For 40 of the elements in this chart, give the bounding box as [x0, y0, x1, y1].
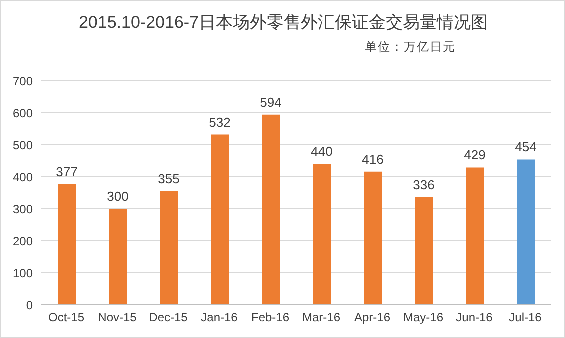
data-label: 377 [56, 164, 78, 180]
bar [364, 172, 382, 305]
bar [58, 184, 76, 305]
data-label: 532 [209, 114, 231, 130]
x-tick-label: Jun-16 [456, 310, 494, 325]
bar [517, 160, 535, 305]
x-tick-label: Apr-16 [354, 310, 391, 325]
x-tick-label: May-16 [403, 310, 444, 325]
data-label: 454 [515, 140, 537, 155]
data-label: 300 [107, 189, 129, 204]
bar [466, 168, 484, 305]
bar [262, 114, 280, 305]
x-tick-label: Dec-15 [149, 310, 188, 325]
data-label: 440 [311, 144, 333, 160]
chart-title: 2015.10-2016-7日本场外零售外汇保证金交易量情况图 [78, 12, 490, 34]
x-tick-label: Mar-16 [302, 310, 341, 325]
data-label: 594 [260, 94, 282, 110]
x-tick-label: Oct-15 [48, 310, 85, 325]
x-tick-label: Jan-16 [201, 310, 238, 325]
y-tick-label: 600 [12, 106, 34, 120]
y-tick-label: 0 [26, 298, 34, 312]
data-label: 355 [158, 171, 180, 186]
y-tick-label: 300 [12, 202, 34, 216]
chart-subtitle: 单位：万亿日元 [365, 39, 456, 56]
bar [109, 209, 127, 305]
x-tick-label: Nov-15 [98, 310, 138, 325]
bar [160, 191, 178, 305]
bar [313, 164, 331, 305]
y-tick-label: 200 [12, 234, 34, 248]
bar [211, 134, 229, 305]
bar [415, 197, 433, 305]
x-tick-label: Feb-16 [251, 310, 290, 325]
y-tick-label: 500 [12, 138, 34, 152]
data-label: 416 [362, 152, 384, 167]
y-tick-label: 100 [12, 266, 34, 280]
data-label: 429 [464, 148, 486, 163]
data-label: 336 [413, 177, 435, 192]
y-tick-label: 700 [12, 74, 34, 88]
x-tick-label: Jul-16 [509, 310, 542, 325]
y-tick-label: 400 [12, 170, 34, 184]
